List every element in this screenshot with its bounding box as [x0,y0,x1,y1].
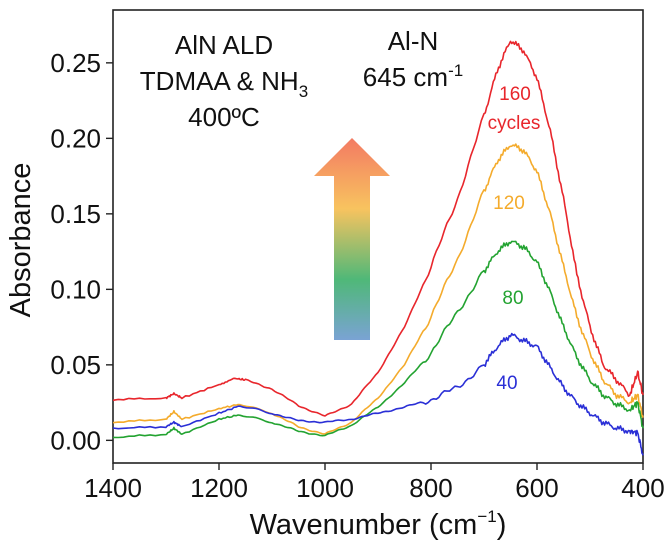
series-label-80: 80 [502,288,523,309]
annotation-process-line1: AlN ALD [175,30,273,60]
y-tick-label: 0.20 [50,123,101,153]
series-label-cycles: cycles [488,113,541,134]
y-tick-label: 0.10 [50,274,101,304]
series-line-160 [112,40,644,417]
annotation-process-line3: 400ºC [188,102,260,132]
series-group [112,40,644,456]
y-tick-label: 0.05 [50,350,101,380]
x-tick-label: 600 [515,473,558,503]
annotation-peak-line1: Al-N [388,26,439,56]
series-label-160: 160 [499,84,531,105]
y-tick-label: 0.25 [50,48,101,78]
x-tick-label: 400 [621,473,664,503]
x-tick-label: 800 [409,473,452,503]
x-tick-label: 1200 [190,473,248,503]
series-line-40 [112,332,644,456]
x-axis-title: Wavenumber (cm−1) [250,507,507,541]
y-tick-label: 0.00 [50,425,101,455]
series-label-40: 40 [496,373,517,394]
series-label-120: 120 [493,193,525,214]
x-tick-label: 1000 [296,473,354,503]
trend-arrow-icon [314,138,390,340]
x-axis: 1400 1200 1000 800 600 400 [84,463,664,503]
y-tick-label: 0.15 [50,199,101,229]
y-axis-title: Absorbance [5,163,37,318]
x-tick-label: 1400 [84,473,142,503]
annotation-peak-line2: 645 cm-1 [363,61,463,92]
y-axis: 0.00 0.05 0.10 0.15 0.20 0.25 [50,48,113,455]
annotation-process-line2: TDMAA & NH3 [140,66,308,101]
series-line-120 [112,143,644,435]
series-line-80 [112,240,644,439]
plot-frame [112,9,644,464]
